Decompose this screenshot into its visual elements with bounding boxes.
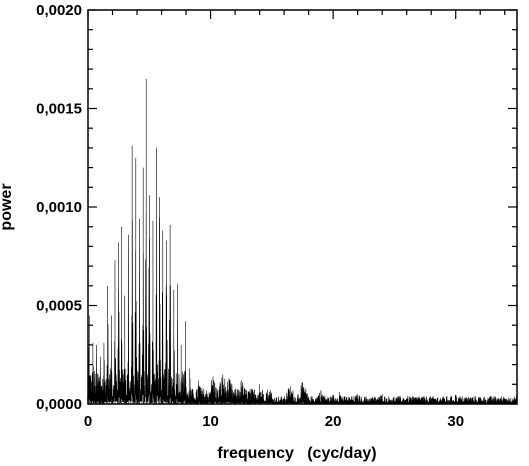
y-tick-label: 0,0005 bbox=[36, 298, 82, 315]
y-tick-label: 0,0000 bbox=[36, 396, 82, 413]
x-tick-label: 20 bbox=[325, 413, 342, 430]
x-axis-title: frequency (cyc/day) bbox=[217, 445, 376, 462]
x-tick-label: 30 bbox=[447, 413, 464, 430]
power-spectrum-line bbox=[87, 78, 518, 405]
y-tick-label: 0,0010 bbox=[36, 199, 82, 216]
axis-ticks bbox=[87, 9, 517, 405]
x-tick-label: 10 bbox=[202, 413, 219, 430]
tick-labels: 0 10 20 30 0,0000 0,0005 0,0010 0,0015 0,0020 bbox=[36, 2, 464, 430]
y-axis-title: power bbox=[0, 183, 15, 230]
y-tick-label: 0,0015 bbox=[36, 101, 82, 118]
x-tick-label: 0 bbox=[84, 413, 92, 430]
y-tick-label: 0,0020 bbox=[36, 2, 82, 19]
